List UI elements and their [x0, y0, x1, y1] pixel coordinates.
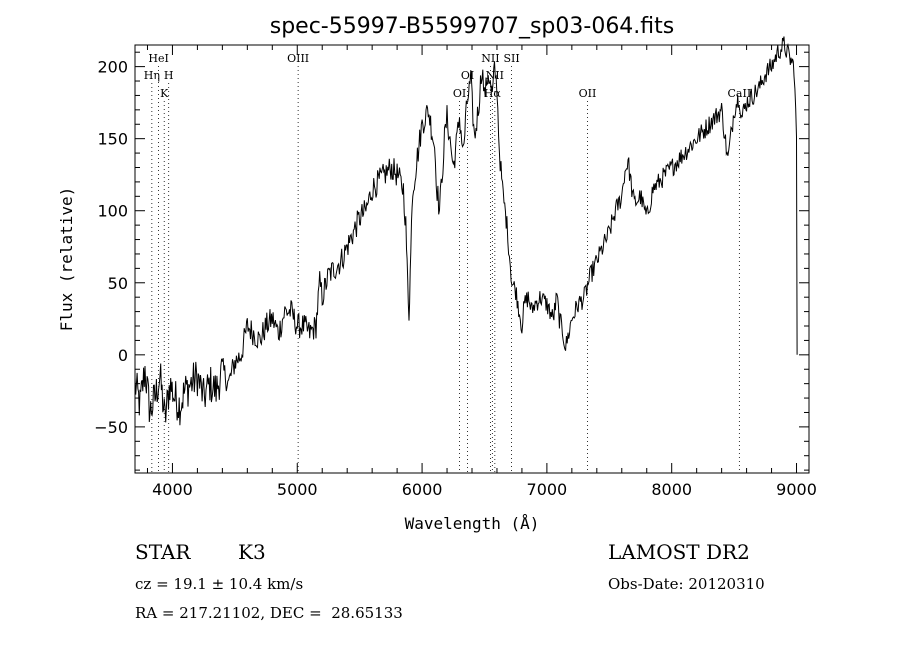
y-tick-label: 100 — [97, 202, 128, 221]
y-tick-label: 150 — [97, 130, 128, 149]
line-marker-label: OII — [579, 87, 597, 100]
line-marker-label: H — [164, 69, 174, 82]
spectrum-line — [134, 36, 798, 426]
x-tick-label: 5000 — [277, 480, 318, 499]
redshift-cz: cz = 19.1 ± 10.4 km/s — [135, 575, 304, 593]
line-marker-label: NII — [481, 52, 499, 65]
ra-dec-coordinates: RA = 217.21102, DEC = 28.65133 — [135, 604, 403, 622]
y-tick-label: 50 — [108, 274, 128, 293]
y-tick-label: −50 — [94, 418, 128, 437]
x-tick-label: 4000 — [152, 480, 193, 499]
y-tick-label: 200 — [97, 58, 128, 77]
spectral-subclass: K3 — [238, 540, 266, 564]
line-marker-label: K — [160, 87, 169, 100]
line-marker-label: OI — [453, 87, 466, 100]
plot-frame — [134, 44, 810, 474]
x-tick-label: 6000 — [402, 480, 443, 499]
line-marker-label: CaII — [728, 87, 752, 100]
axis-ticks — [135, 45, 809, 473]
x-tick-labels: 4000 5000 6000 7000 8000 9000 — [152, 480, 817, 499]
line-marker-label: Hη — [144, 69, 160, 82]
object-class: STAR — [135, 540, 191, 564]
x-tick-label: 9000 — [776, 480, 817, 499]
line-marker-label: OI — [461, 69, 474, 82]
line-marker-label: HeI — [148, 52, 168, 65]
y-tick-labels: −50 0 50 100 150 200 — [94, 58, 128, 437]
line-marker-label: SII — [503, 52, 519, 65]
spectrum-plot: spec-55997-B5599707_sp03-064.fits 4000 50… — [57, 14, 817, 533]
x-tick-label: 7000 — [527, 480, 568, 499]
survey-name: LAMOST DR2 — [608, 540, 750, 564]
y-axis-label: Flux (relative) — [57, 187, 76, 332]
chart-title: spec-55997-B5599707_sp03-064.fits — [270, 14, 675, 39]
x-axis-label: Wavelength (Å) — [405, 514, 540, 533]
y-tick-label: 0 — [118, 346, 128, 365]
line-marker-label: OIII — [287, 52, 309, 65]
x-tick-label: 8000 — [651, 480, 692, 499]
observation-date: Obs-Date: 20120310 — [608, 575, 765, 593]
